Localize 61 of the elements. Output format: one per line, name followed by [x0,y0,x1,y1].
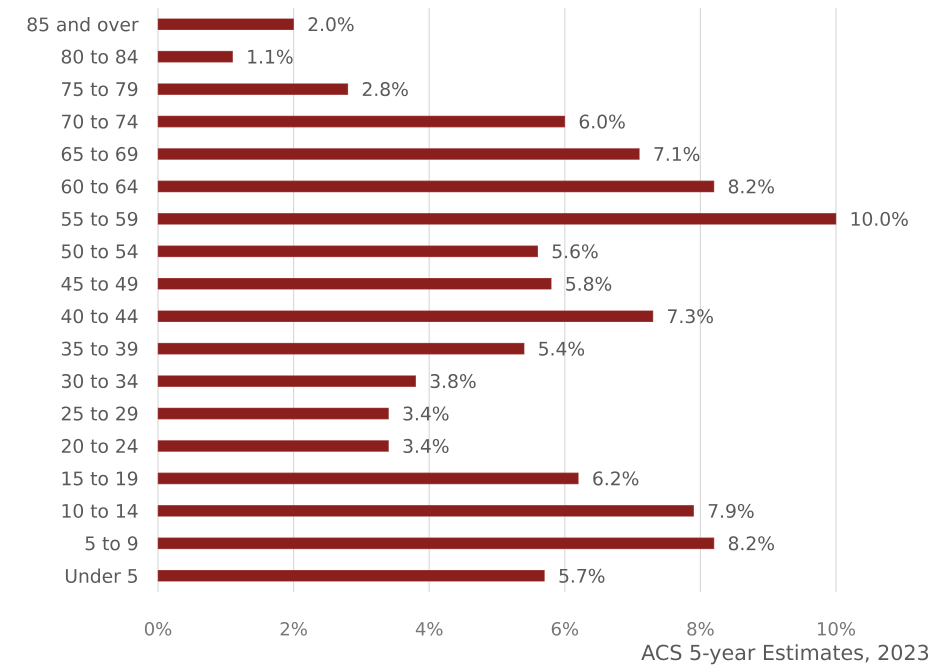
data-label: 2.8% [362,82,408,96]
y-tick-label: 35 to 39 [62,342,138,356]
y-tick-label: 50 to 54 [62,244,138,258]
data-label: 8.2% [728,536,774,550]
x-tick-label: 4% [416,622,442,636]
data-label: 3.4% [404,438,449,454]
data-label: 1.1% [248,50,293,64]
bar [158,408,389,420]
bar [158,472,579,484]
text: ACS 5-year Estimates, 2023 [641,644,928,664]
y-tick-label: 20 to 24 [62,438,138,454]
x-tick-label: 6% [552,622,578,636]
data-label: 5.6% [552,244,598,258]
bar [158,50,233,62]
bar [158,375,416,387]
data-label: 6.2% [593,471,638,486]
y-tick-label: 65 to 69 [62,146,138,162]
y-tick-label: 5 to 9 [86,536,138,550]
data-label: 8.2% [728,179,774,194]
data-label: 7.3% [668,309,713,324]
y-tick-label: 15 to 19 [62,471,138,486]
x-tick-label: 0% [144,622,172,636]
data-label: 6.0% [580,114,625,129]
data-label: 7.9% [708,504,754,518]
data-label: 3.4% [404,406,449,421]
bar [158,116,566,128]
bar [158,83,348,95]
data-label: 10.0% [852,212,908,226]
bar [158,213,836,225]
data-label: 7.1% [654,146,700,162]
y-tick-label: 30 to 34 [62,374,138,388]
x-tick-label: 8% [687,622,714,636]
bar [158,310,654,322]
x-tick-label: 2% [280,622,307,636]
x-tick-label: 10% [818,622,856,636]
bar [158,148,640,160]
y-tick-label: 70 to 74 [62,114,138,129]
bar [158,278,552,290]
y-tick-label: 80 to 84 [62,50,138,64]
data-label: 2.0% [308,17,354,32]
y-tick-label: 40 to 44 [61,309,138,324]
bar [158,440,389,452]
y-tick-label: 75 to 79 [62,82,138,96]
bar [158,570,545,582]
y-tick-label: 45 to 49 [61,276,138,291]
y-tick-label: 25 to 29 [62,406,138,421]
y-tick-label: 55 to 59 [62,212,138,226]
data-label: 5.7% [560,568,604,583]
bar [158,180,714,192]
y-tick-label: 60 to 64 [62,179,138,194]
bar [158,505,694,517]
data-label: 3.8% [430,374,476,388]
y-tick-label: 85 and over [28,17,139,32]
data-label: 5.4% [539,342,584,356]
bar [158,18,294,30]
bar [158,342,524,354]
data-label: 5.8% [566,276,612,291]
bar [158,538,714,550]
y-tick-label: 10 to 14 [62,504,138,518]
y-tick-label: Under 5 [66,568,137,583]
bar [158,246,538,258]
